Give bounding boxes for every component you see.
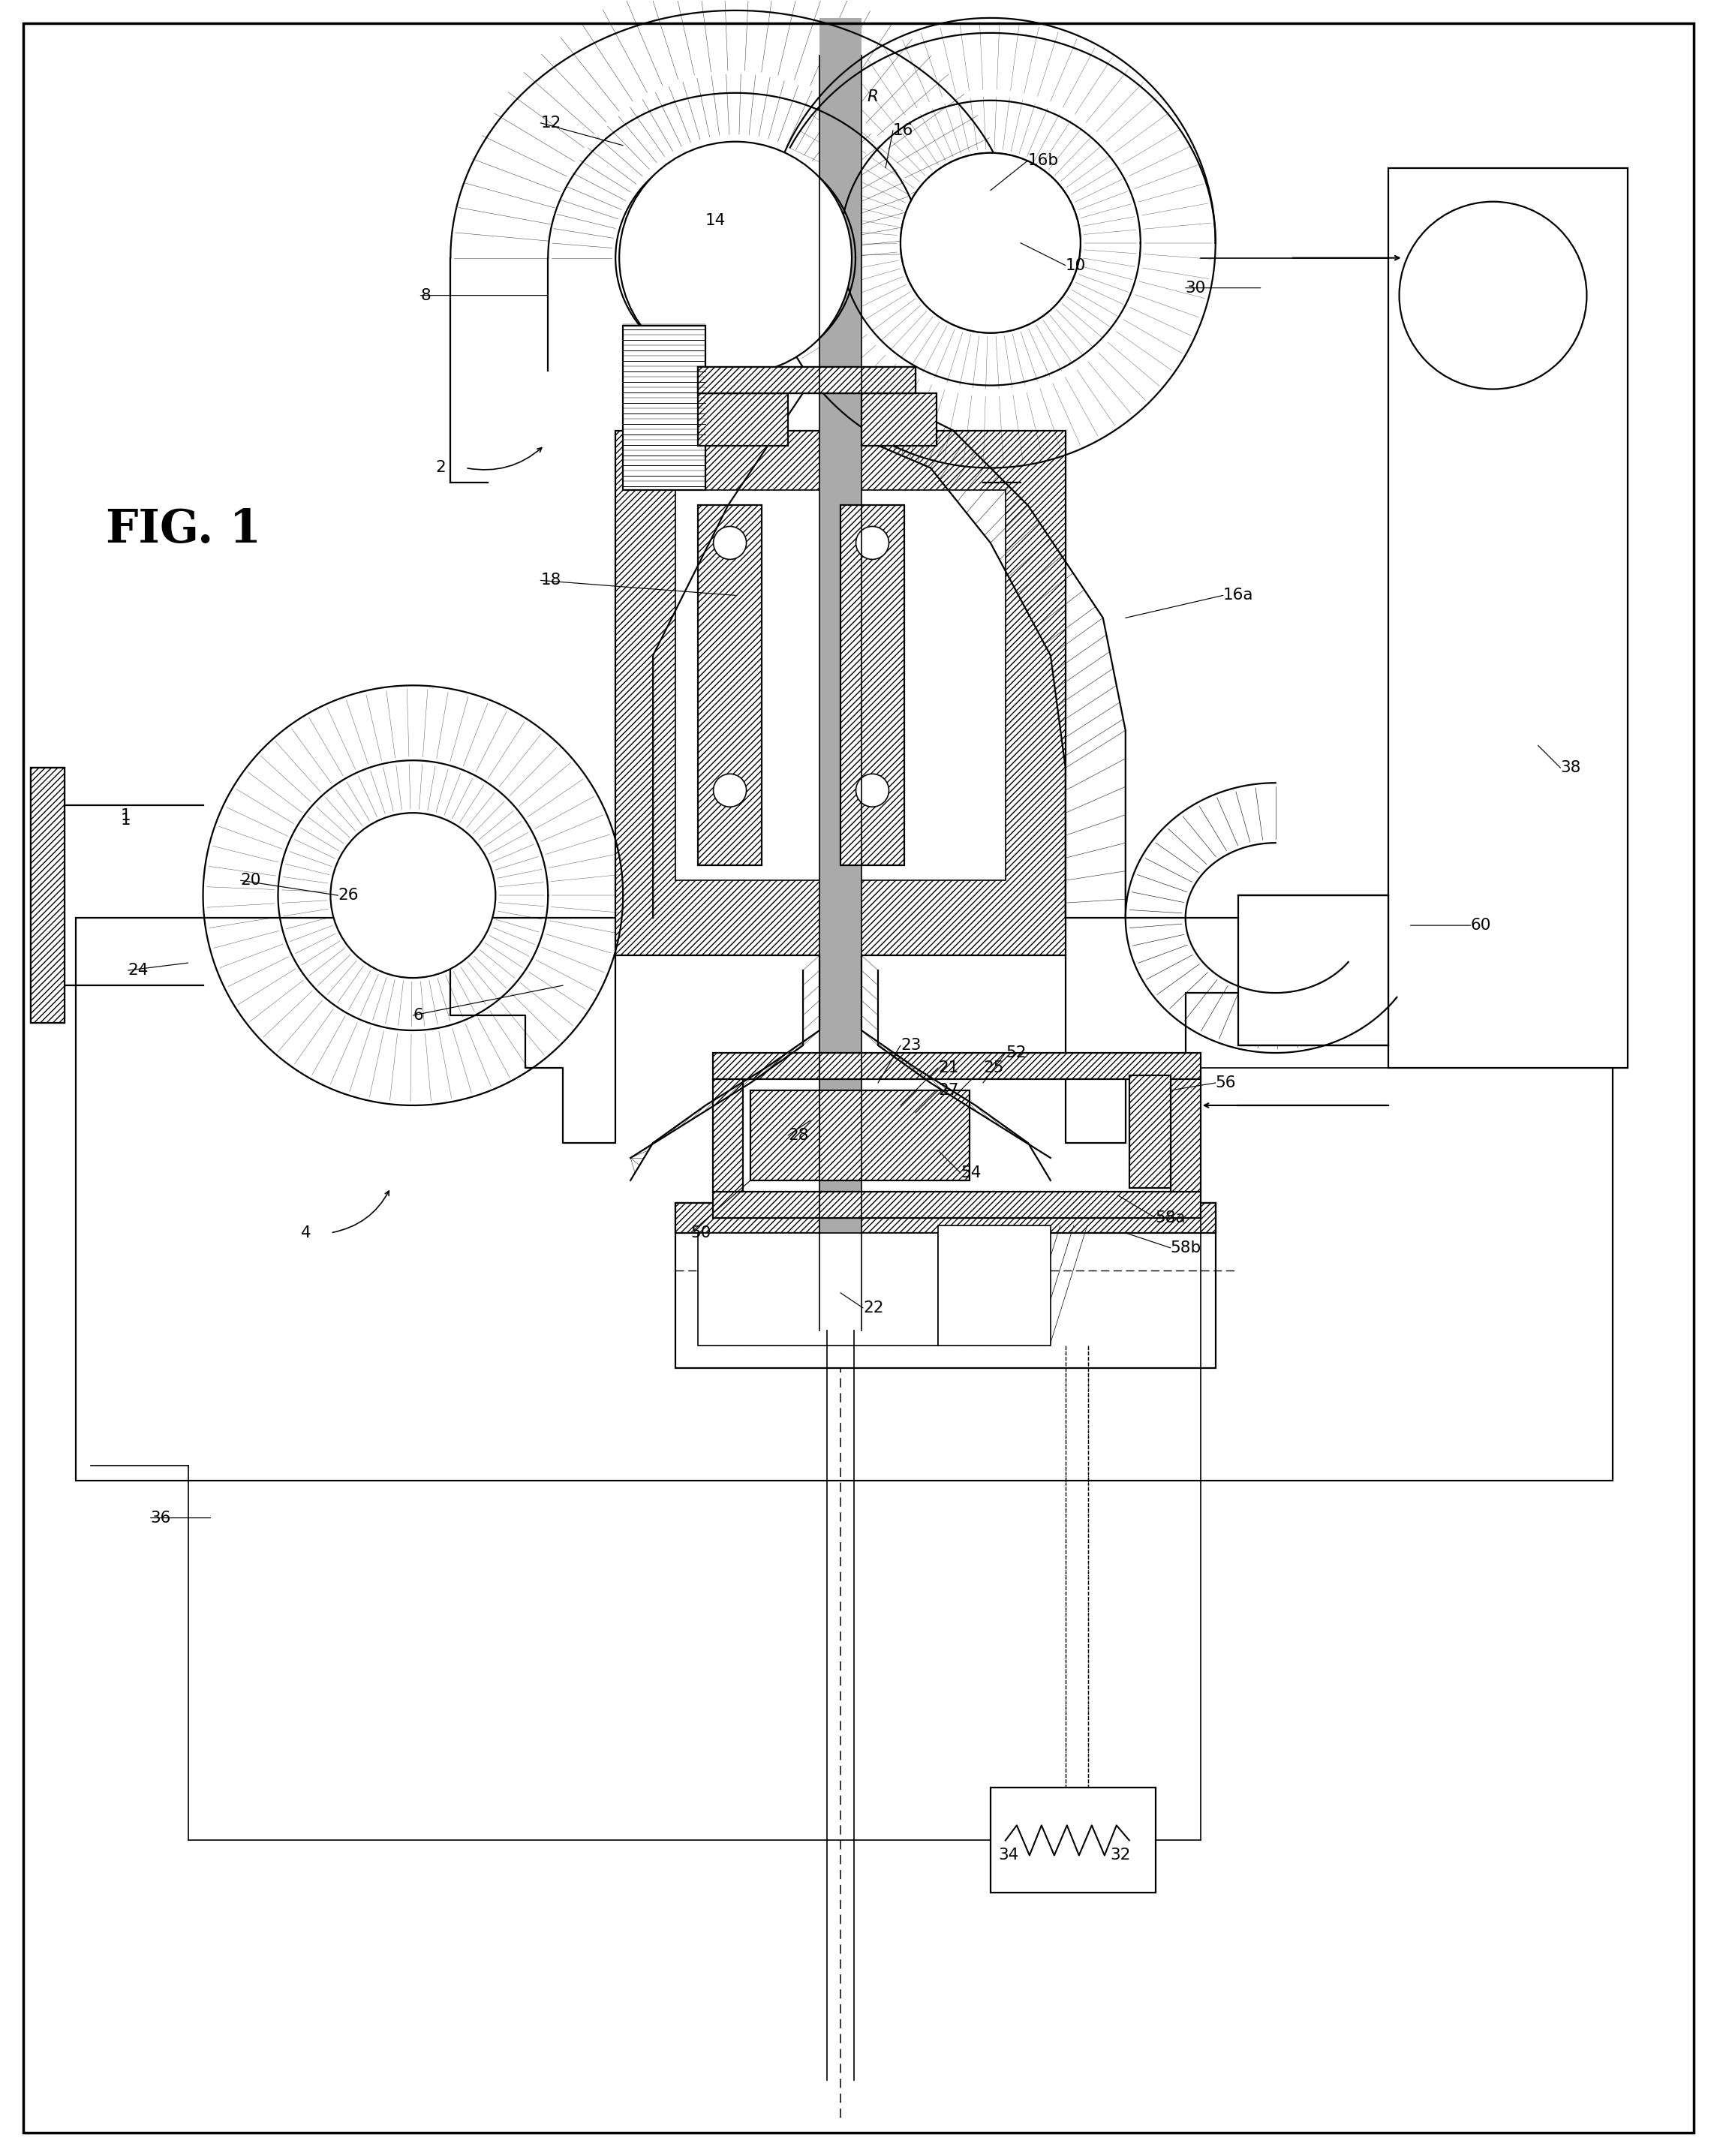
Text: 16: 16: [893, 123, 913, 138]
Text: 14: 14: [706, 213, 726, 229]
Circle shape: [1399, 203, 1587, 388]
Bar: [699, 1233, 937, 1345]
Circle shape: [330, 813, 496, 979]
Text: 58b: 58b: [1171, 1240, 1202, 1255]
Text: FIG. 1: FIG. 1: [105, 507, 261, 552]
Text: 52: 52: [1006, 1046, 1027, 1061]
PathPatch shape: [699, 505, 762, 865]
Bar: [937, 1225, 1051, 1345]
Text: 21: 21: [937, 1061, 958, 1076]
Bar: [1130, 1076, 1171, 1188]
Circle shape: [855, 526, 889, 558]
Text: 38: 38: [1561, 761, 1581, 776]
PathPatch shape: [699, 392, 788, 446]
Text: 10: 10: [1066, 259, 1085, 274]
Bar: [743, 1080, 1171, 1192]
Text: 32: 32: [1111, 1848, 1132, 1863]
Text: 58a: 58a: [1156, 1210, 1186, 1225]
Bar: [1387, 168, 1628, 1067]
Text: 28: 28: [788, 1128, 809, 1143]
Text: 56: 56: [1216, 1076, 1236, 1091]
Circle shape: [713, 774, 747, 806]
Text: 27: 27: [937, 1082, 958, 1097]
Text: 1: 1: [120, 808, 130, 824]
Text: 54: 54: [960, 1166, 980, 1179]
PathPatch shape: [862, 392, 936, 446]
PathPatch shape: [1171, 1080, 1200, 1192]
Text: 25: 25: [984, 1061, 1004, 1076]
Bar: [675, 1203, 1216, 1367]
Bar: [1238, 895, 1387, 1046]
PathPatch shape: [841, 505, 905, 865]
Text: 34: 34: [998, 1848, 1018, 1863]
Bar: [675, 489, 1006, 880]
PathPatch shape: [750, 1091, 970, 1179]
Text: 23: 23: [900, 1037, 920, 1052]
Text: 60: 60: [1470, 918, 1490, 934]
PathPatch shape: [713, 1192, 1200, 1218]
Text: 50: 50: [690, 1225, 711, 1240]
PathPatch shape: [31, 768, 64, 1022]
Bar: [623, 326, 706, 489]
PathPatch shape: [1130, 1076, 1171, 1188]
Circle shape: [620, 142, 852, 375]
Text: 12: 12: [541, 116, 561, 129]
Bar: [819, 17, 862, 1294]
PathPatch shape: [675, 1203, 1216, 1233]
Bar: [76, 918, 1612, 1481]
Bar: [991, 1787, 1156, 1893]
Text: 6: 6: [414, 1007, 424, 1022]
PathPatch shape: [713, 1052, 1200, 1080]
Text: 24: 24: [129, 964, 149, 979]
Circle shape: [855, 774, 889, 806]
Text: 2: 2: [436, 461, 446, 474]
PathPatch shape: [699, 367, 915, 392]
Text: 4: 4: [300, 1225, 311, 1240]
PathPatch shape: [615, 431, 1066, 955]
Bar: [750, 1091, 970, 1179]
Text: 16a: 16a: [1223, 589, 1253, 604]
Circle shape: [900, 153, 1080, 332]
Text: 26: 26: [338, 888, 359, 903]
Circle shape: [713, 526, 747, 558]
Bar: [31, 768, 64, 1022]
Bar: [699, 367, 915, 392]
Text: 30: 30: [1185, 280, 1205, 295]
Text: 16b: 16b: [1028, 153, 1059, 168]
Text: 20: 20: [240, 873, 261, 888]
Text: 18: 18: [541, 573, 561, 589]
Text: 8: 8: [421, 289, 431, 302]
Text: 1: 1: [120, 813, 130, 828]
Text: 22: 22: [864, 1300, 884, 1315]
Text: 36: 36: [151, 1511, 172, 1524]
Text: R: R: [867, 88, 877, 103]
PathPatch shape: [713, 1080, 743, 1192]
